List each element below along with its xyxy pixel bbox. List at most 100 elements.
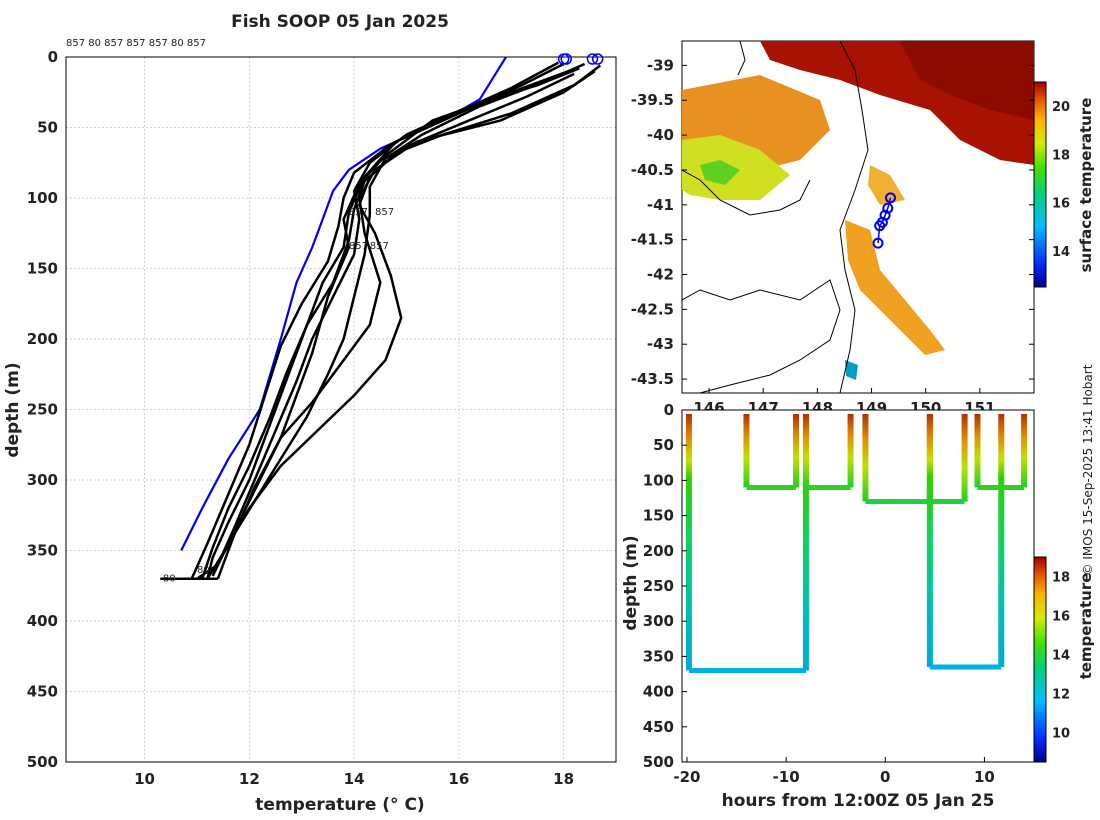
section-y-tick-450: 450	[643, 718, 674, 736]
section-cb-tick-10: 10	[1052, 727, 1070, 742]
series-profile-2	[216, 69, 570, 580]
map-cb-tick-16: 16	[1052, 197, 1070, 212]
surface-markers	[557, 53, 604, 65]
surface-marker-3	[591, 53, 604, 65]
dive-1-ascent	[793, 414, 800, 488]
series-profile-1	[206, 62, 565, 580]
profile-label-0: 857	[349, 207, 368, 218]
mainland-coast	[682, 169, 811, 216]
section-y-tick-150: 150	[643, 507, 674, 525]
credit-text: © IMOS 15-Sep-2025 13:41 Hobart	[1081, 364, 1095, 575]
bathymetry-contour	[839, 41, 869, 393]
left-y-label: depth (m)	[3, 362, 23, 457]
left-x-label: temperature (° C)	[255, 795, 424, 815]
map-panel: 146 147 148 149 150 151 -39-39.5-40-40.5-41-4…	[631, 40, 1095, 417]
dive-5-ascent	[998, 414, 1005, 667]
left-y-tick-150: 150	[27, 260, 58, 278]
left-plot-frame	[65, 56, 617, 763]
section-y-label: depth (m)	[621, 535, 641, 630]
map-y-tick: -40	[647, 126, 674, 144]
profile-lines	[160, 56, 602, 580]
section-colorbar-ticks: 10 12 14 16 18	[1052, 571, 1070, 742]
profile-label-5: 80	[197, 565, 210, 576]
sst-east-coast-strip	[845, 220, 945, 355]
section-dives	[685, 414, 1028, 673]
left-y-tick-50: 50	[37, 119, 58, 137]
section-colorbar	[1033, 556, 1047, 763]
chart-title: Fish SOOP 05 Jan 2025	[231, 12, 449, 32]
section-y-tick-400: 400	[643, 683, 674, 701]
section-cb-tick-16: 16	[1052, 610, 1070, 625]
section-x-label: hours from 12:00Z 05 Jan 25	[722, 791, 995, 811]
dive-4-ascent	[961, 414, 968, 502]
profile-label-1: 857	[375, 207, 394, 218]
section-y-tick-100: 100	[643, 471, 674, 489]
left-x-tick-18: 18	[553, 770, 574, 788]
sst-cool-region	[682, 135, 790, 200]
map-cb-tick-18: 18	[1052, 148, 1070, 163]
map-cb-tick-14: 14	[1052, 245, 1070, 260]
left-x-tick-12: 12	[239, 770, 260, 788]
northern-coast	[737, 41, 746, 76]
section-x-tick-0: 0	[880, 768, 890, 786]
dive-3-descent	[862, 414, 869, 502]
dive-5-descent	[926, 414, 933, 667]
left-x-ticks: 10 12 14 16 18	[134, 770, 574, 788]
section-y-tick-200: 200	[643, 542, 674, 560]
section-cb-tick-14: 14	[1052, 649, 1070, 664]
left-y-tick-0: 0	[48, 48, 58, 66]
track-point-4	[874, 220, 886, 232]
tasmania-coast	[682, 279, 841, 393]
section-y-ticks: 0 50 100 150 200 250 300 350 400 450 500	[643, 401, 687, 771]
section-y-tick-300: 300	[643, 612, 674, 630]
section-colorbar-label: temperature	[1077, 573, 1095, 680]
map-y-tick: -43.5	[631, 370, 674, 388]
track-point-2	[879, 209, 891, 221]
dive-6-ascent	[1021, 414, 1028, 488]
profile-label-2: 857	[349, 241, 368, 252]
sst-hot-region	[900, 41, 1034, 120]
left-y-tick-500: 500	[27, 753, 58, 771]
section-y-tick-500: 500	[643, 753, 674, 771]
map-y-tick: -39.5	[631, 91, 674, 109]
dive-0-descent	[685, 414, 692, 671]
map-y-tick: -43	[647, 335, 674, 353]
map-colorbar-label: surface temperature	[1077, 98, 1095, 273]
section-y-tick-50: 50	[653, 436, 674, 454]
left-y-tick-350: 350	[27, 542, 58, 560]
section-x-tick--20: -20	[673, 768, 700, 786]
section-y-tick-250: 250	[643, 577, 674, 595]
section-x-tick--10: -10	[773, 768, 800, 786]
vessel-track	[872, 192, 896, 249]
left-y-tick-300: 300	[27, 471, 58, 489]
left-x-tick-10: 10	[134, 770, 155, 788]
surface-marker-1	[560, 53, 572, 65]
dive-6-descent	[974, 414, 981, 488]
track-point-0	[884, 192, 896, 204]
track-point-5	[872, 237, 884, 249]
left-y-ticks: 0 50 100 150 200 250 300 350 400 450 500	[27, 48, 58, 771]
section-x-ticks: -20 -10 0 10	[673, 757, 995, 786]
profile-label-4: 80	[163, 574, 176, 585]
map-y-tick: -40.5	[631, 161, 674, 179]
sst-field	[682, 41, 1034, 393]
map-y-tick: -41.5	[631, 231, 674, 249]
left-y-tick-200: 200	[27, 330, 58, 348]
left-y-tick-450: 450	[27, 683, 58, 701]
sst-cold-patch	[845, 360, 858, 380]
section-x-tick-10: 10	[974, 768, 995, 786]
map-y-tick: -39	[647, 56, 674, 74]
section-frame	[681, 409, 1035, 763]
section-cb-tick-18: 18	[1052, 571, 1070, 586]
series-profile-6	[201, 72, 575, 580]
dive-2-descent	[802, 414, 809, 488]
map-y-tick: -42.5	[631, 300, 674, 318]
left-x-tick-14: 14	[344, 770, 365, 788]
section-cb-tick-12: 12	[1052, 688, 1070, 703]
left-y-tick-400: 400	[27, 612, 58, 630]
dive-2-ascent	[847, 414, 854, 488]
left-x-tick-16: 16	[448, 770, 469, 788]
section-y-tick-0: 0	[664, 401, 674, 419]
